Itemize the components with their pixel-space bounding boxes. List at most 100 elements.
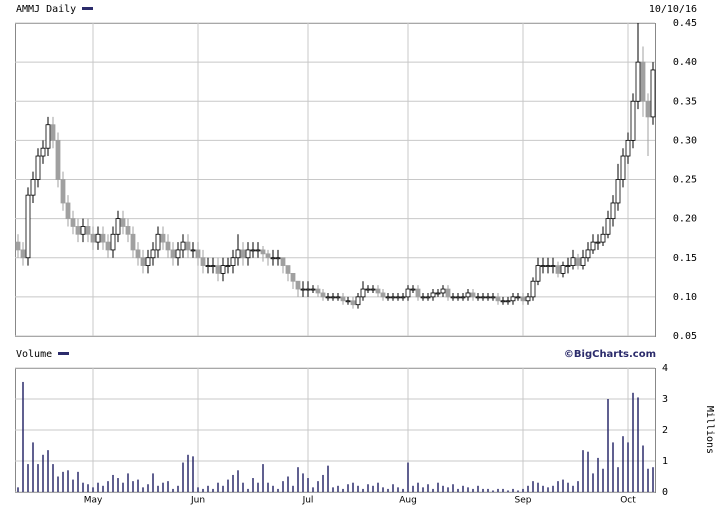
candle-body	[560, 265, 566, 274]
volume-bar	[432, 488, 434, 492]
x-tick-label: Sep	[515, 496, 532, 506]
volume-unit: Millions	[704, 406, 715, 454]
candle-body	[305, 288, 311, 291]
candle-body	[265, 253, 271, 259]
chart-title: AMMJ Daily	[16, 4, 76, 15]
volume-bar	[322, 474, 324, 492]
volume-bar	[227, 479, 229, 492]
x-tick-label: Aug	[399, 496, 417, 506]
candle-body	[550, 265, 556, 267]
volume-bar	[627, 442, 629, 492]
candle-body	[220, 265, 226, 274]
volume-bar	[277, 488, 279, 492]
volume-bar	[312, 487, 314, 492]
candle-body	[345, 300, 351, 303]
volume-bar	[467, 487, 469, 492]
volume-bar	[42, 454, 44, 492]
volume-bar	[247, 488, 249, 492]
volume-bar	[522, 488, 524, 492]
volume-bar	[212, 488, 214, 492]
volume-bar	[647, 468, 649, 492]
candle-body	[480, 296, 486, 299]
x-tick-label: May	[84, 496, 103, 506]
y-tick-label: 0.30	[673, 135, 697, 146]
candle-body	[585, 249, 591, 259]
volume-bar	[342, 488, 344, 492]
candle-body	[470, 292, 476, 298]
volume-bar	[17, 487, 19, 492]
candle-body	[530, 280, 536, 298]
candle-body	[185, 241, 191, 251]
candle-body	[620, 155, 626, 180]
volume-bar	[552, 485, 554, 492]
volume-bar	[52, 464, 54, 492]
candle-body	[40, 147, 46, 157]
volume-bar	[92, 487, 94, 492]
volume-bar	[222, 485, 224, 492]
candle-body	[300, 288, 306, 291]
candle-body	[495, 296, 501, 302]
volume-bar	[402, 488, 404, 492]
volume-tick-label: 3	[662, 394, 668, 405]
volume-bar	[417, 482, 419, 492]
volume-bar	[587, 451, 589, 492]
y-tick-label: 0.15	[673, 253, 697, 264]
candle-body	[595, 241, 601, 244]
candle-body	[135, 249, 141, 259]
volume-bar	[137, 479, 139, 492]
candle-body	[165, 241, 171, 251]
candle-body	[30, 179, 36, 196]
volume-bar	[232, 474, 234, 492]
volume-bar	[462, 485, 464, 492]
volume-bar	[517, 490, 519, 492]
legend-swatch	[82, 7, 93, 10]
volume-bar	[537, 482, 539, 492]
candle-body	[380, 292, 386, 298]
volume-tick-label: 1	[662, 456, 668, 467]
candle-body	[60, 179, 66, 204]
candle-body	[105, 241, 111, 251]
volume-bar	[57, 476, 59, 492]
volume-bar	[367, 484, 369, 492]
volume-bar	[207, 485, 209, 492]
volume-bar	[117, 478, 119, 492]
volume-bar	[607, 399, 609, 492]
candle-body	[260, 249, 266, 255]
x-tick-label: Jun	[190, 496, 205, 506]
candle-body	[580, 257, 586, 266]
volume-bar	[527, 485, 529, 492]
candle-body	[395, 296, 401, 299]
volume-bar	[637, 397, 639, 492]
candle-body	[280, 257, 286, 266]
y-tick-label: 0.05	[673, 331, 697, 342]
volume-bar	[162, 482, 164, 492]
candle-body	[490, 296, 496, 299]
volume-bar	[107, 481, 109, 492]
volume-bar	[302, 473, 304, 492]
volume-bar	[267, 482, 269, 492]
volume-bar	[62, 471, 64, 492]
y-tick-label: 0.35	[673, 96, 697, 107]
volume-bar	[317, 481, 319, 492]
candle-body	[425, 296, 431, 299]
candle-body	[555, 265, 561, 274]
candle-body	[240, 249, 246, 259]
volume-bar	[437, 482, 439, 492]
candle-body	[485, 296, 491, 299]
volume-bar	[507, 490, 509, 492]
candle-body	[640, 61, 646, 102]
volume-bar	[27, 464, 29, 492]
volume-bar	[22, 381, 24, 492]
volume-bar	[487, 488, 489, 492]
volume-bar	[612, 442, 614, 492]
candle-body	[590, 241, 596, 251]
volume-bar	[347, 484, 349, 492]
volume-bar	[252, 478, 254, 492]
volume-bar	[282, 481, 284, 492]
volume-bar	[47, 450, 49, 492]
candle-body	[410, 288, 416, 291]
candle-body	[400, 296, 406, 299]
candle-body	[25, 194, 31, 259]
volume-bar	[327, 465, 329, 492]
candle-body	[205, 265, 211, 267]
